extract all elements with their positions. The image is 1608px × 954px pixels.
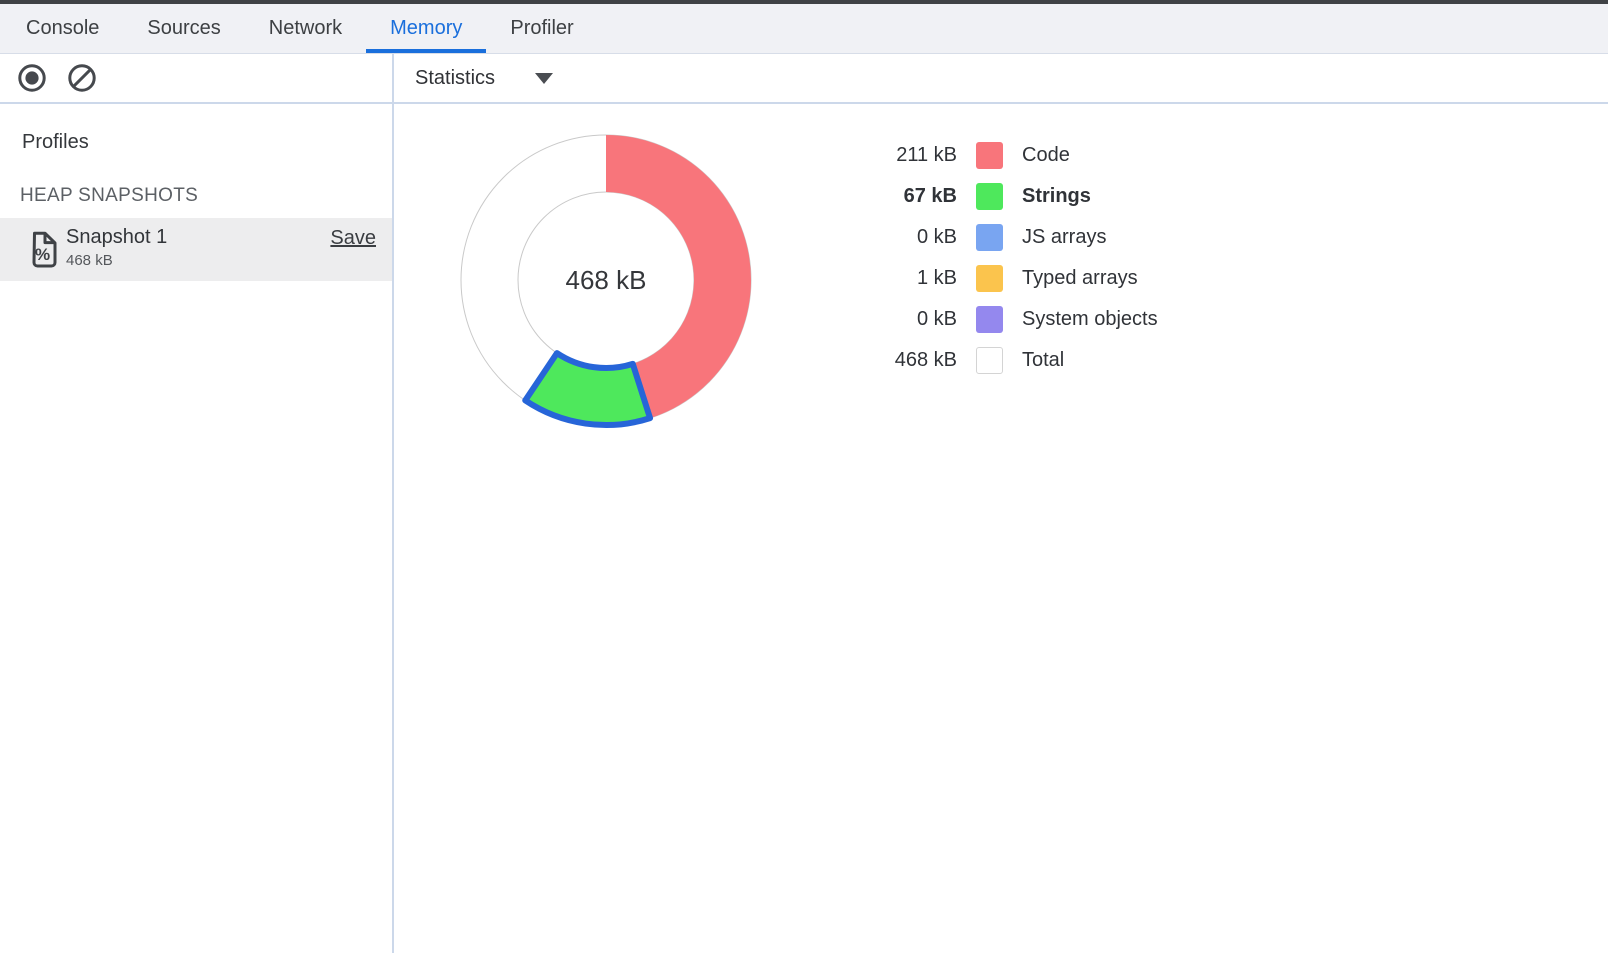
legend-row-js-arrays[interactable]: 0 kB JS arrays	[847, 217, 1158, 258]
window-top-edge	[0, 0, 1608, 4]
donut-total-label: 468 kB	[566, 265, 647, 295]
legend-row-code[interactable]: 211 kB Code	[847, 135, 1158, 176]
legend-value: 0 kB	[916, 308, 957, 330]
legend-label: Total	[1022, 349, 1065, 371]
record-icon	[18, 64, 46, 92]
active-tab-underline	[366, 49, 487, 53]
legend-swatch	[976, 183, 1003, 210]
legend-value: 0 kB	[916, 226, 957, 248]
legend-value: 468 kB	[894, 349, 957, 371]
snapshot-info: Snapshot 1 468 kB	[66, 225, 167, 270]
tab-sources[interactable]: Sources	[123, 4, 244, 53]
donut-slice-strings[interactable]	[522, 350, 654, 428]
devtools-main: Profiles HEAP SNAPSHOTS % Snapshot 1 468…	[0, 54, 1608, 953]
snapshot-title: Snapshot 1	[66, 226, 168, 248]
record-heap-button[interactable]	[16, 62, 48, 94]
donut-slice-code[interactable]	[606, 135, 752, 419]
perspective-select-value: Statistics	[415, 66, 496, 89]
perspective-select[interactable]: Statistics	[415, 66, 554, 90]
legend-row-strings[interactable]: 67 kB Strings	[847, 176, 1158, 217]
heap-usage-donut-chart[interactable]: 468 kB	[446, 120, 766, 440]
statistics-chart-area: 468 kB 211 kB Code 67 kB Strings 0 kB JS arra…	[394, 104, 1608, 953]
clear-icon	[68, 64, 96, 92]
profiles-sidebar: Profiles HEAP SNAPSHOTS % Snapshot 1 468…	[0, 54, 394, 953]
dropdown-arrow-icon	[535, 72, 554, 84]
legend-row-system-objects[interactable]: 0 kB System objects	[847, 299, 1158, 340]
heap-snapshots-heading: HEAP SNAPSHOTS	[20, 185, 199, 206]
legend-value: 67 kB	[903, 185, 957, 207]
tab-label: Memory	[390, 17, 463, 39]
svg-text:%: %	[35, 245, 50, 264]
snapshot-size: 468 kB	[66, 252, 113, 269]
save-snapshot-link[interactable]: Save	[330, 227, 376, 249]
legend-label: JS arrays	[1022, 226, 1107, 248]
tab-label: Sources	[147, 17, 221, 39]
statistics-toolbar: Statistics	[394, 54, 1608, 104]
legend-row-typed-arrays[interactable]: 1 kB Typed arrays	[847, 258, 1158, 299]
tab-memory[interactable]: Memory	[366, 4, 487, 53]
legend-swatch	[976, 224, 1003, 251]
legend-swatch	[976, 347, 1003, 374]
profiles-list: Profiles HEAP SNAPSHOTS % Snapshot 1 468…	[0, 104, 392, 281]
legend-row-total[interactable]: 468 kB Total	[847, 340, 1158, 381]
tab-label: Profiler	[510, 17, 574, 39]
tab-label: Console	[26, 17, 100, 39]
clear-profiles-button[interactable]	[66, 62, 98, 94]
profiles-heading: Profiles	[22, 131, 89, 153]
tab-label: Network	[268, 17, 343, 39]
legend-label: Code	[1022, 144, 1070, 166]
legend-swatch	[976, 306, 1003, 333]
tab-console[interactable]: Console	[2, 4, 123, 53]
snapshot-list-item[interactable]: % Snapshot 1 468 kB Save	[0, 218, 392, 281]
legend-swatch	[976, 265, 1003, 292]
profiles-toolbar	[0, 54, 392, 104]
tab-profiler[interactable]: Profiler	[486, 4, 597, 53]
heap-snapshot-file-icon: %	[32, 231, 57, 268]
legend-swatch	[976, 142, 1003, 169]
devtools-tab-bar: Console Sources Network Memory Profiler	[0, 4, 1608, 54]
legend-label: Strings	[1022, 185, 1091, 207]
legend-label: Typed arrays	[1022, 267, 1138, 289]
memory-content-pane: Statistics 468 kB 211 kB Code 67 kB Strings…	[394, 54, 1608, 953]
legend-value: 1 kB	[916, 267, 957, 289]
legend-value: 211 kB	[896, 144, 957, 166]
legend-label: System objects	[1022, 308, 1158, 330]
tab-network[interactable]: Network	[245, 4, 366, 53]
chart-legend: 211 kB Code 67 kB Strings 0 kB JS arrays 1 kB T…	[847, 135, 1158, 381]
